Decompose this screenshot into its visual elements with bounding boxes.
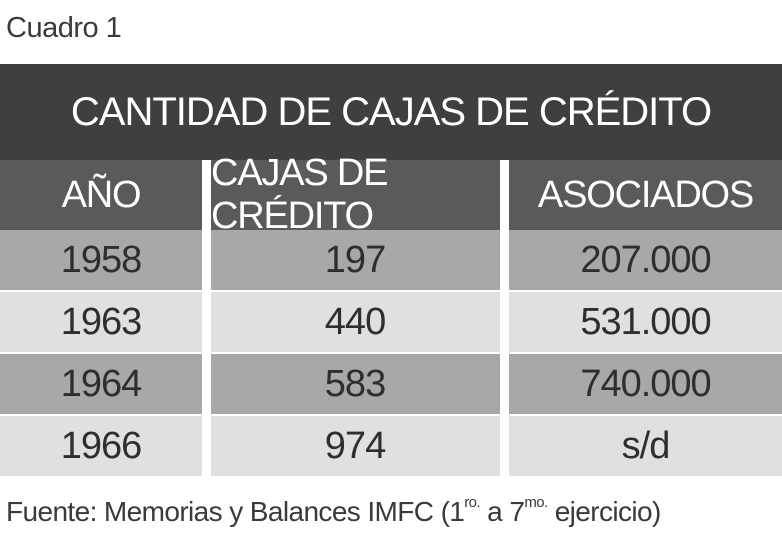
column-separator	[202, 160, 211, 476]
cell-members: 207.000	[580, 238, 711, 281]
row-divider	[0, 352, 782, 354]
cell-credit-unions: 974	[324, 424, 386, 467]
table-header-row: AÑO CAJAS DE CRÉDITO ASOCIADOS	[0, 152, 782, 237]
source-suffix: ejercicio)	[547, 496, 662, 527]
row-divider	[0, 290, 782, 292]
cell-year: 1958	[60, 238, 143, 281]
source-superscript-seventh: mo.	[524, 494, 548, 511]
table-row: 1958 197 207.000	[0, 230, 782, 290]
table-row: 1963 440 531.000	[0, 292, 782, 352]
cell-credit-unions: 583	[324, 362, 386, 405]
cell-members: s/d	[621, 424, 671, 467]
source-prefix: Fuente: Memorias y Balances IMFC (1	[6, 496, 465, 527]
cell-year: 1964	[60, 362, 143, 405]
row-divider	[0, 414, 782, 416]
cell-members: 740.000	[580, 362, 711, 405]
table-row: 1966 974 s/d	[0, 416, 782, 476]
figure-caption: Cuadro 1	[6, 12, 122, 44]
column-header-credit-unions: CAJAS DE CRÉDITO	[211, 152, 388, 237]
cell-year: 1963	[60, 300, 143, 343]
source-note: Fuente: Memorias y Balances IMFC (1ro. a…	[6, 494, 662, 528]
source-middle: a 7	[480, 496, 525, 527]
column-separator	[500, 160, 509, 476]
cell-year: 1966	[60, 424, 143, 467]
credit-unions-table: CANTIDAD DE CAJAS DE CRÉDITO AÑO CAJAS D…	[0, 64, 782, 476]
cell-credit-unions: 197	[324, 238, 386, 281]
table-title: CANTIDAD DE CAJAS DE CRÉDITO	[0, 64, 782, 160]
table-row: 1964 583 740.000	[0, 354, 782, 414]
column-header-year: AÑO	[61, 173, 142, 216]
column-header-members: ASOCIADOS	[537, 173, 754, 216]
source-superscript-first: ro.	[464, 494, 480, 511]
cell-members: 531.000	[580, 300, 711, 343]
cell-credit-unions: 440	[324, 300, 386, 343]
